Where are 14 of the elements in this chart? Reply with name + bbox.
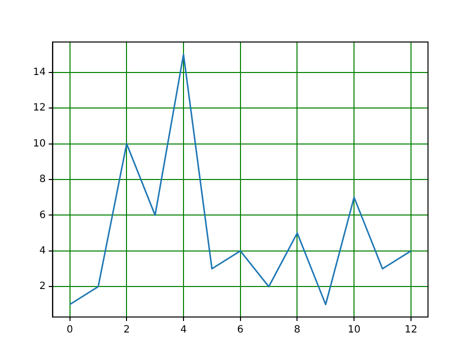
x-tick-label: 0 [66,324,73,336]
y-tick-label: 4 [39,246,46,257]
x-tick-label: 6 [237,324,244,336]
y-tick-label: 2 [39,281,46,292]
x-tick-label: 8 [294,324,300,336]
y-tick-label: 12 [32,102,46,114]
x-tick-label: 2 [123,324,130,336]
x-tick-label: 10 [348,324,360,336]
y-tick-label: 6 [39,210,46,221]
y-tick-label: 10 [32,138,46,150]
x-tick-label: 12 [404,324,418,336]
x-tick-label: 4 [180,324,187,336]
y-tick-label: 14 [32,66,46,78]
y-tick-label: 8 [39,174,46,186]
